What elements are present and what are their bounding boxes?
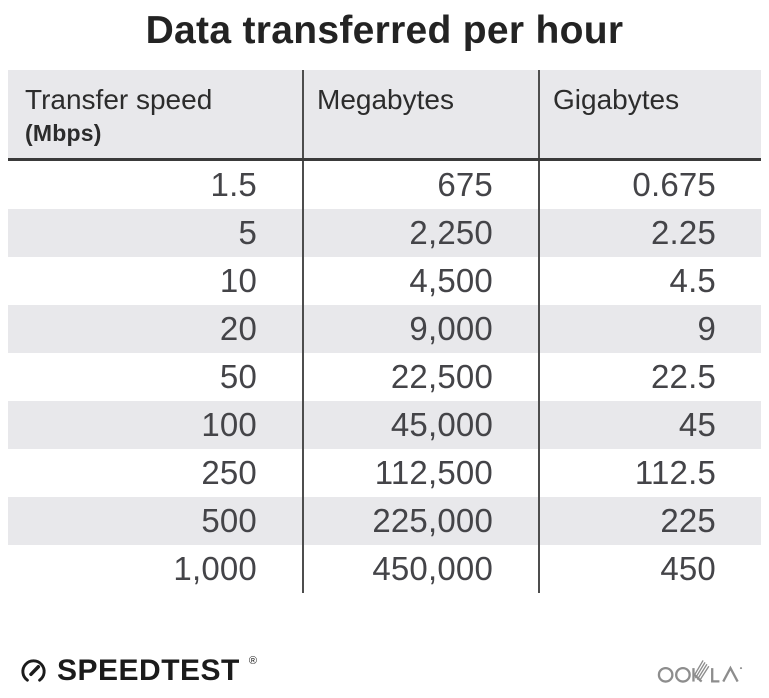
cell-megabytes: 2,250 bbox=[302, 209, 538, 257]
cell-gigabytes: 22.5 bbox=[538, 353, 761, 401]
col-header-transfer-speed: Transfer speed (Mbps) bbox=[8, 70, 302, 158]
cell-megabytes: 675 bbox=[302, 161, 538, 209]
page-title: Data transferred per hour bbox=[145, 9, 624, 52]
ookla-trademark-symbol bbox=[739, 667, 743, 670]
col-header-transfer-speed-label: Transfer speed bbox=[25, 84, 213, 115]
cell-gigabytes: 0.675 bbox=[538, 161, 761, 209]
table-row: 50 22,500 22.5 bbox=[8, 353, 761, 401]
cell-megabytes: 4,500 bbox=[302, 257, 538, 305]
cell-gigabytes: 225 bbox=[538, 497, 761, 545]
cell-transfer-speed: 1,000 bbox=[173, 550, 257, 587]
cell-gigabytes: 9 bbox=[538, 305, 761, 353]
cell-gigabytes: 112.5 bbox=[538, 449, 761, 497]
cell-transfer-speed: 50 bbox=[219, 358, 257, 395]
cell-megabytes: 112,500 bbox=[302, 449, 538, 497]
table-row: 5 2,250 2.25 bbox=[8, 209, 761, 257]
cell-transfer-speed: 1.5 bbox=[210, 166, 257, 203]
speedtest-trademark-symbol: ® bbox=[248, 655, 257, 667]
col-header-mbps-unit: (Mbps) bbox=[25, 120, 102, 146]
col-header-megabytes: Megabytes bbox=[302, 70, 538, 158]
cell-transfer-speed: 500 bbox=[201, 502, 257, 539]
table-row: 500 225,000 225 bbox=[8, 497, 761, 545]
cell-gigabytes: 2.25 bbox=[538, 209, 761, 257]
speedtest-wordmark: SPEEDTEST bbox=[57, 654, 240, 687]
cell-gigabytes: 4.5 bbox=[538, 257, 761, 305]
data-table: Transfer speed (Mbps) Megabytes Gigabyte… bbox=[8, 70, 761, 593]
footer: SPEEDTEST ® bbox=[18, 650, 753, 692]
cell-transfer-speed: 5 bbox=[238, 214, 257, 251]
cell-megabytes: 225,000 bbox=[302, 497, 538, 545]
table-row: 1.5 675 0.675 bbox=[8, 161, 761, 209]
cell-megabytes: 45,000 bbox=[302, 401, 538, 449]
table-row: 100 45,000 45 bbox=[8, 401, 761, 449]
cell-transfer-speed: 20 bbox=[219, 310, 257, 347]
speedtest-logo: SPEEDTEST ® bbox=[18, 654, 257, 688]
cell-transfer-speed: 250 bbox=[201, 454, 257, 491]
table-row: 20 9,000 9 bbox=[8, 305, 761, 353]
cell-megabytes: 22,500 bbox=[302, 353, 538, 401]
cell-gigabytes: 45 bbox=[538, 401, 761, 449]
table-header-row: Transfer speed (Mbps) Megabytes Gigabyte… bbox=[8, 70, 761, 161]
table-row: 1,000 450,000 450 bbox=[8, 545, 761, 593]
cell-transfer-speed: 10 bbox=[219, 262, 257, 299]
cell-megabytes: 450,000 bbox=[302, 545, 538, 593]
cell-transfer-speed: 100 bbox=[201, 406, 257, 443]
speedtest-gauge-icon bbox=[21, 658, 46, 682]
table-row: 250 112,500 112.5 bbox=[8, 449, 761, 497]
ookla-logo bbox=[657, 660, 743, 683]
col-header-gigabytes: Gigabytes bbox=[538, 70, 761, 158]
cell-megabytes: 9,000 bbox=[302, 305, 538, 353]
table-row: 10 4,500 4.5 bbox=[8, 257, 761, 305]
table-body: 1.5 675 0.675 5 2,250 2.25 10 4,500 4.5 … bbox=[8, 161, 761, 593]
cell-gigabytes: 450 bbox=[538, 545, 761, 593]
